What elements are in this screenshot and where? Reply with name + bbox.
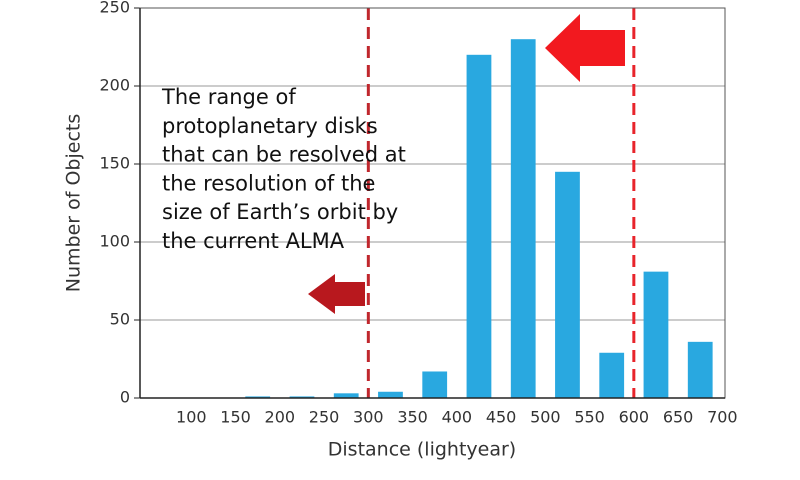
bars bbox=[245, 39, 713, 399]
y-tick-label: 200 bbox=[99, 76, 130, 95]
bar bbox=[555, 171, 580, 398]
arrow-left-small bbox=[308, 274, 365, 314]
bar bbox=[245, 396, 271, 398]
bar bbox=[687, 341, 713, 398]
x-tick-label: 600 bbox=[619, 408, 650, 427]
x-axis-title: Distance (lightyear) bbox=[328, 439, 516, 461]
annotation: The range of protoplanetary disks that can… bbox=[161, 85, 406, 253]
bar bbox=[466, 54, 492, 399]
annotation-line: size of Earth’s orbit by bbox=[162, 200, 398, 224]
x-tick-label: 400 bbox=[442, 408, 473, 427]
x-tick-label: 500 bbox=[530, 408, 561, 427]
y-tick-label: 100 bbox=[99, 232, 130, 251]
x-tick-label: 450 bbox=[486, 408, 517, 427]
bar bbox=[643, 271, 669, 398]
y-axis-title: Number of Objects bbox=[63, 114, 85, 293]
x-tick-label: 100 bbox=[176, 408, 207, 427]
bar bbox=[599, 352, 625, 398]
x-tick-label: 250 bbox=[309, 408, 340, 427]
y-tick-label: 250 bbox=[99, 0, 130, 17]
bar bbox=[422, 371, 448, 398]
x-tick-label: 300 bbox=[353, 408, 384, 427]
x-tick-label: 200 bbox=[265, 408, 296, 427]
x-tick-label: 550 bbox=[574, 408, 605, 427]
annotation-line: protoplanetary disks bbox=[162, 114, 378, 138]
y-tick-label: 50 bbox=[110, 310, 130, 329]
x-tick-label: 700 bbox=[707, 408, 738, 427]
annotation-line: the resolution of the bbox=[162, 171, 375, 195]
y-tick-label: 0 bbox=[120, 388, 130, 407]
arrow-left-large bbox=[545, 14, 625, 82]
x-tick-label: 150 bbox=[220, 408, 251, 427]
x-tick-label: 350 bbox=[397, 408, 428, 427]
annotation-line: the current ALMA bbox=[162, 229, 345, 253]
x-tick-label: 650 bbox=[663, 408, 694, 427]
y-tick-label: 150 bbox=[99, 154, 130, 173]
annotation-line: The range of bbox=[161, 85, 296, 109]
bar bbox=[289, 396, 315, 398]
annotation-line: that can be resolved at bbox=[162, 143, 406, 167]
bar bbox=[378, 391, 403, 398]
bar bbox=[510, 39, 536, 398]
bar bbox=[333, 393, 359, 398]
reference-lines bbox=[366, 8, 636, 398]
